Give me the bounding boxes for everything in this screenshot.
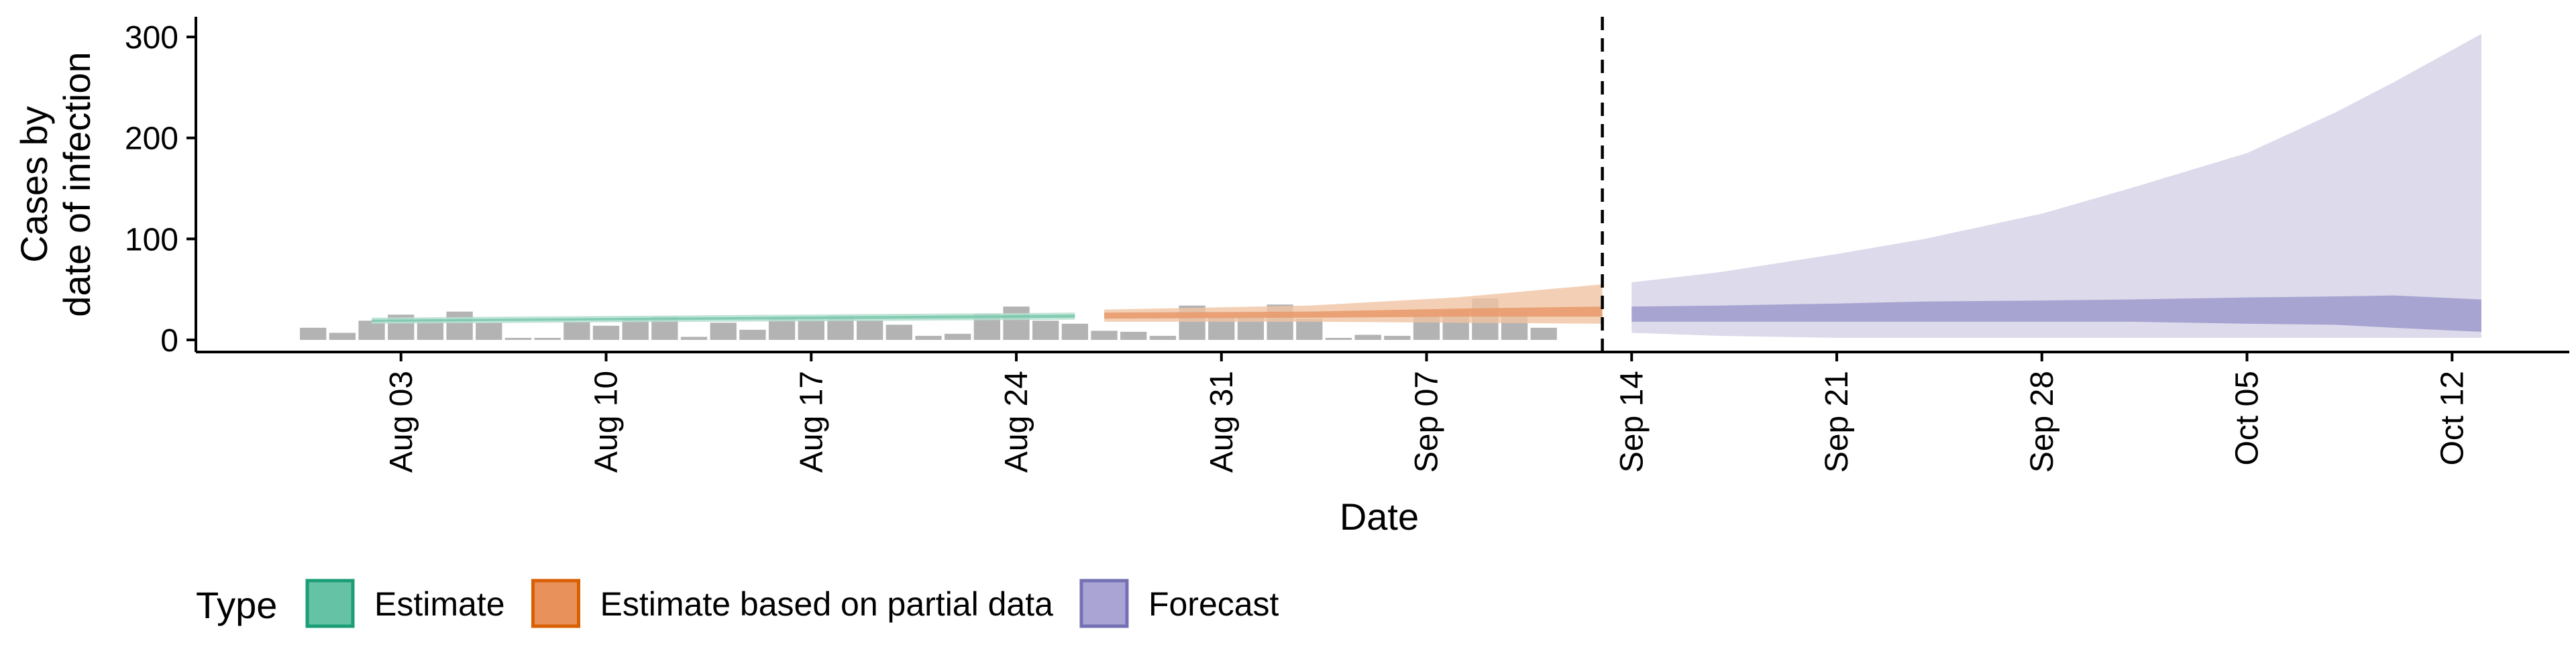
y-tick-label: 100 bbox=[125, 222, 178, 257]
observed-bar bbox=[798, 319, 824, 340]
legend-swatch-forecast bbox=[1079, 579, 1129, 628]
observed-bar bbox=[856, 320, 883, 340]
observed-bar bbox=[329, 333, 356, 340]
observed-bar bbox=[885, 325, 912, 340]
observed-bar bbox=[1296, 318, 1323, 340]
x-tick-label: Oct 05 bbox=[2230, 371, 2265, 465]
x-axis-title: Date bbox=[1340, 495, 1419, 538]
observed-bar bbox=[446, 311, 473, 340]
x-tick-label: Aug 10 bbox=[589, 371, 625, 473]
observed-bar bbox=[1325, 337, 1352, 340]
observed-bar bbox=[504, 337, 532, 340]
legend-label-estimate-based-on-partial-data: Estimate based on partial data bbox=[600, 585, 1054, 623]
forecast-inner-band bbox=[1631, 295, 2481, 332]
y-axis-title-line: date of infection bbox=[56, 52, 98, 316]
y-axis-title: Cases by date of infection bbox=[13, 52, 98, 316]
x-tick-label: Sep 21 bbox=[1819, 371, 1855, 473]
y-tick-label: 200 bbox=[125, 121, 178, 157]
observed-bar bbox=[592, 325, 620, 340]
estimate-inner-band bbox=[372, 314, 1075, 322]
estimate-based-on-partial-data-inner-band bbox=[1104, 306, 1603, 319]
observed-bar bbox=[915, 335, 942, 340]
x-tick-label: Sep 28 bbox=[2025, 371, 2060, 473]
observed-bar bbox=[358, 320, 385, 340]
x-tick-label: Aug 24 bbox=[999, 371, 1034, 473]
legend-title: Type bbox=[196, 584, 277, 626]
x-tick-label: Sep 14 bbox=[1614, 371, 1650, 473]
observed-bar bbox=[1032, 320, 1059, 340]
observed-bar bbox=[1354, 335, 1381, 340]
observed-bar bbox=[1091, 331, 1118, 340]
x-tick-label: Aug 31 bbox=[1204, 371, 1240, 473]
observed-bar bbox=[300, 327, 327, 340]
observed-bar bbox=[564, 321, 590, 340]
legend-label-forecast: Forecast bbox=[1148, 585, 1279, 623]
x-tick-label: Oct 12 bbox=[2434, 371, 2470, 465]
x-tick-label: Sep 07 bbox=[1409, 371, 1445, 473]
axes-layer: 0 100 200 300 Aug 03 Aug 10 Aug 17 Aug 24 Aug 31… bbox=[13, 17, 2569, 538]
x-tick-label: Aug 03 bbox=[384, 371, 419, 473]
ribbons-layer bbox=[372, 34, 2481, 338]
y-tick-label: 0 bbox=[160, 323, 178, 359]
x-tick-label: Aug 17 bbox=[794, 371, 829, 473]
y-axis-title-line: Cases by bbox=[13, 106, 55, 262]
observed-bar bbox=[1530, 327, 1557, 340]
legend-label-estimate: Estimate bbox=[374, 585, 505, 623]
observed-bar bbox=[680, 337, 708, 340]
legend-swatch-estimate bbox=[305, 579, 355, 628]
observed-bar bbox=[944, 333, 971, 340]
legend-swatch-estimate-based-on-partial-data bbox=[531, 579, 581, 628]
y-tick-label: 300 bbox=[125, 20, 178, 56]
observed-bar bbox=[1149, 335, 1177, 340]
observed-bar bbox=[739, 329, 766, 340]
observed-bar bbox=[476, 322, 502, 340]
forecast-outer-band bbox=[1631, 34, 2481, 338]
legend: Type Estimate Estimate based on partial da… bbox=[196, 579, 1279, 628]
observed-bar bbox=[1061, 323, 1089, 340]
observed-bar bbox=[534, 337, 561, 340]
observed-bar bbox=[710, 322, 737, 340]
observed-bar bbox=[1003, 306, 1030, 340]
observed-bar bbox=[1120, 331, 1147, 340]
observed-bar bbox=[1384, 335, 1411, 340]
